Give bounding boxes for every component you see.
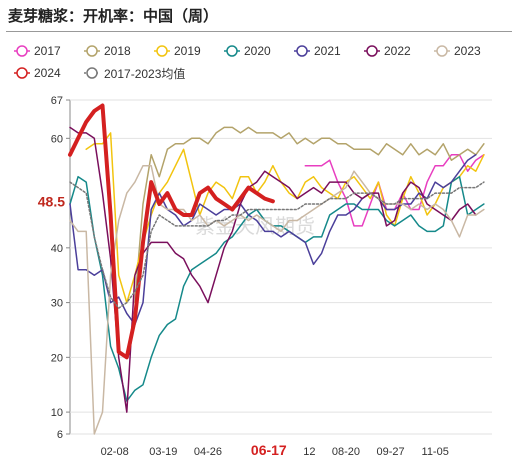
legend-marker-icon xyxy=(84,67,100,79)
legend-label: 2022 xyxy=(384,44,411,58)
x-tick-label: 12 xyxy=(303,446,315,458)
x-axis-ticks: 02-08 03-19 04-26 06-17 12 08-20 09-27 11-05 xyxy=(101,442,449,458)
legend-item-2019[interactable]: 2019 xyxy=(154,41,201,61)
legend-marker-icon xyxy=(294,45,310,57)
y-tick-label: 30 xyxy=(51,298,63,310)
legend-marker-icon xyxy=(224,45,240,57)
legend-marker-icon xyxy=(434,45,450,57)
y-tick-label: 20 xyxy=(51,352,63,364)
legend-label: 2023 xyxy=(454,44,481,58)
legend-item-2020[interactable]: 2020 xyxy=(224,41,271,61)
series-line-2023 xyxy=(69,164,485,435)
series-line-2024 xyxy=(68,103,275,360)
series-line-2020 xyxy=(69,175,485,402)
y-axis-ticks: 6 10 20 30 40 60 67 xyxy=(51,95,63,441)
series-line-2017-2023均值 xyxy=(69,181,485,309)
legend-label: 2017 xyxy=(34,44,61,58)
x-tick-label: 06-17 xyxy=(251,442,287,458)
legend-item-2017[interactable]: 2017 xyxy=(14,41,61,61)
y-tick-label: 60 xyxy=(51,133,63,145)
title-divider xyxy=(6,31,512,32)
legend-item-2023[interactable]: 2023 xyxy=(434,41,481,61)
current-value-label: 48.5 xyxy=(38,193,65,209)
series-line-2018 xyxy=(134,126,485,304)
legend-marker-icon xyxy=(84,45,100,57)
chart-series xyxy=(68,103,485,435)
x-tick-label: 11-05 xyxy=(422,446,449,458)
y-tick-label: 10 xyxy=(51,407,63,419)
x-tick-label: 08-20 xyxy=(332,446,360,458)
legend-row-2: 2024 2017-2023均值 xyxy=(14,63,514,85)
legend-label: 2019 xyxy=(174,44,201,58)
legend: 2017 2018 2019 2020 2021 2022 2023 xyxy=(14,41,514,85)
legend-item-2022[interactable]: 2022 xyxy=(364,41,411,61)
legend-label: 2024 xyxy=(34,66,61,80)
chart-annotation: 48.5 xyxy=(38,193,65,209)
chart-title: 麦芽糖浆：开机率：中国（周） xyxy=(8,7,219,25)
legend-label: 2020 xyxy=(244,44,271,58)
series-line-2021 xyxy=(69,154,477,326)
legend-label: 2018 xyxy=(104,44,131,58)
x-tick-label: 04-26 xyxy=(194,446,222,458)
legend-marker-icon xyxy=(14,67,30,79)
legend-item-average[interactable]: 2017-2023均值 xyxy=(84,63,185,83)
legend-item-2018[interactable]: 2018 xyxy=(84,41,131,61)
x-tick-label: 09-27 xyxy=(376,446,404,458)
x-tick-label: 03-19 xyxy=(149,446,177,458)
legend-label: 2017-2023均值 xyxy=(104,66,186,81)
watermark: 紫金天风期货 xyxy=(195,215,315,238)
legend-marker-icon xyxy=(14,45,30,57)
legend-item-2024[interactable]: 2024 xyxy=(14,63,61,83)
legend-marker-icon xyxy=(364,45,380,57)
y-tick-label: 67 xyxy=(51,95,63,107)
y-tick-label: 6 xyxy=(57,429,63,441)
series-line-2019 xyxy=(85,132,485,304)
series-line-2022 xyxy=(69,126,477,413)
x-tick-label: 02-08 xyxy=(101,446,129,458)
legend-marker-icon xyxy=(154,45,170,57)
y-tick-label: 40 xyxy=(51,243,63,255)
legend-label: 2021 xyxy=(314,44,341,58)
series-line-2017 xyxy=(304,154,485,227)
legend-item-2021[interactable]: 2021 xyxy=(294,41,341,61)
legend-row-1: 2017 2018 2019 2020 2021 2022 2023 xyxy=(14,41,514,63)
